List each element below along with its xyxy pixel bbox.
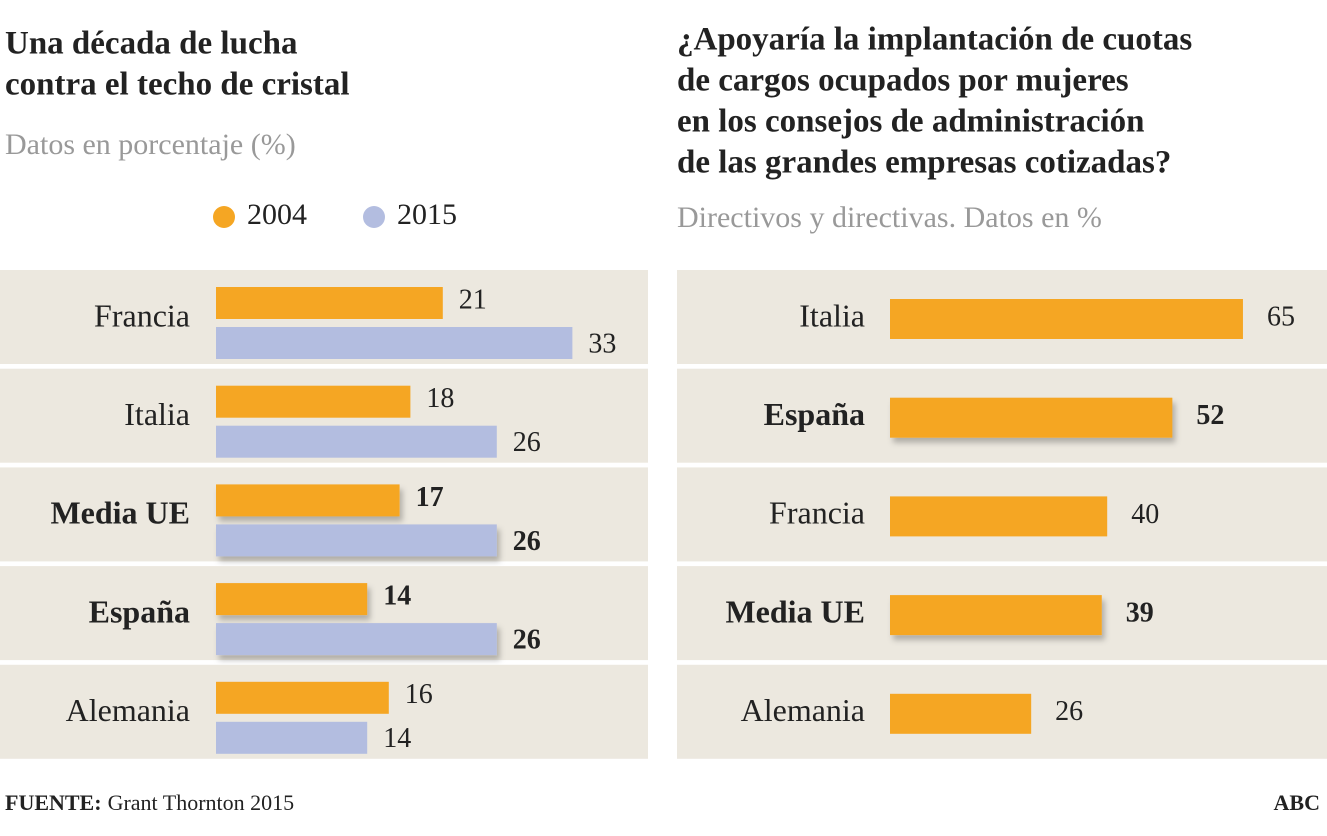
bar — [216, 623, 497, 656]
chart-subtitle: Datos en porcentaje (%) — [5, 128, 296, 161]
category-label: Italia — [799, 297, 865, 333]
bar — [216, 721, 368, 754]
legend-label: 2015 — [397, 198, 457, 231]
bar — [216, 524, 497, 557]
category-label: España — [764, 396, 865, 432]
category-label: Alemania — [741, 692, 865, 728]
category-label: Media UE — [725, 593, 865, 629]
value-label: 26 — [1055, 696, 1083, 727]
footer-source: FUENTE: Grant Thornton 2015 — [5, 790, 294, 815]
value-label: 26 — [513, 625, 541, 656]
credit: ABC — [1274, 790, 1320, 815]
value-label: 18 — [426, 383, 454, 414]
bar — [216, 287, 443, 319]
bar — [890, 397, 1173, 438]
value-label: 14 — [383, 723, 411, 754]
legend-swatch — [213, 206, 235, 228]
value-label: 21 — [459, 284, 487, 315]
bar — [216, 327, 573, 359]
bar — [890, 496, 1108, 537]
value-label: 52 — [1196, 400, 1224, 431]
chart-title: de las grandes empresas cotizadas? — [677, 145, 1171, 181]
value-label: 17 — [416, 482, 444, 513]
source: Grant Thornton 2015 — [108, 790, 295, 815]
chart-title: Una década de lucha — [5, 26, 297, 62]
legend-label: 2004 — [247, 198, 307, 231]
value-label: 65 — [1267, 301, 1295, 332]
bar — [216, 484, 400, 517]
category-label: Italia — [124, 396, 190, 432]
chart-title: ¿Apoyaría la implantación de cuotas — [677, 22, 1192, 58]
bar — [890, 693, 1032, 734]
category-label: España — [89, 593, 190, 629]
legend-swatch — [363, 206, 385, 228]
category-label: Francia — [94, 297, 190, 333]
value-label: 39 — [1126, 598, 1154, 629]
category-label: Francia — [769, 495, 865, 531]
bar — [216, 425, 497, 458]
bar — [216, 583, 368, 616]
value-label: 14 — [383, 581, 411, 612]
value-label: 16 — [405, 679, 433, 710]
chart-title: de cargos ocupados por mujeres — [677, 63, 1129, 99]
bar — [890, 299, 1243, 339]
value-label: 26 — [513, 427, 541, 458]
chart-subtitle: Directivos y directivas. Datos en % — [677, 201, 1102, 234]
bar — [216, 681, 389, 714]
bar — [890, 595, 1102, 636]
value-label: 33 — [588, 328, 616, 359]
value-label: 40 — [1131, 499, 1159, 530]
value-label: 26 — [513, 526, 541, 557]
chart-title: en los consejos de administración — [677, 104, 1145, 140]
category-label: Alemania — [66, 692, 190, 728]
source-label: FUENTE: — [5, 790, 102, 815]
chart-title: contra el techo de cristal — [5, 67, 350, 103]
category-label: Media UE — [50, 495, 190, 531]
bar — [216, 385, 411, 418]
